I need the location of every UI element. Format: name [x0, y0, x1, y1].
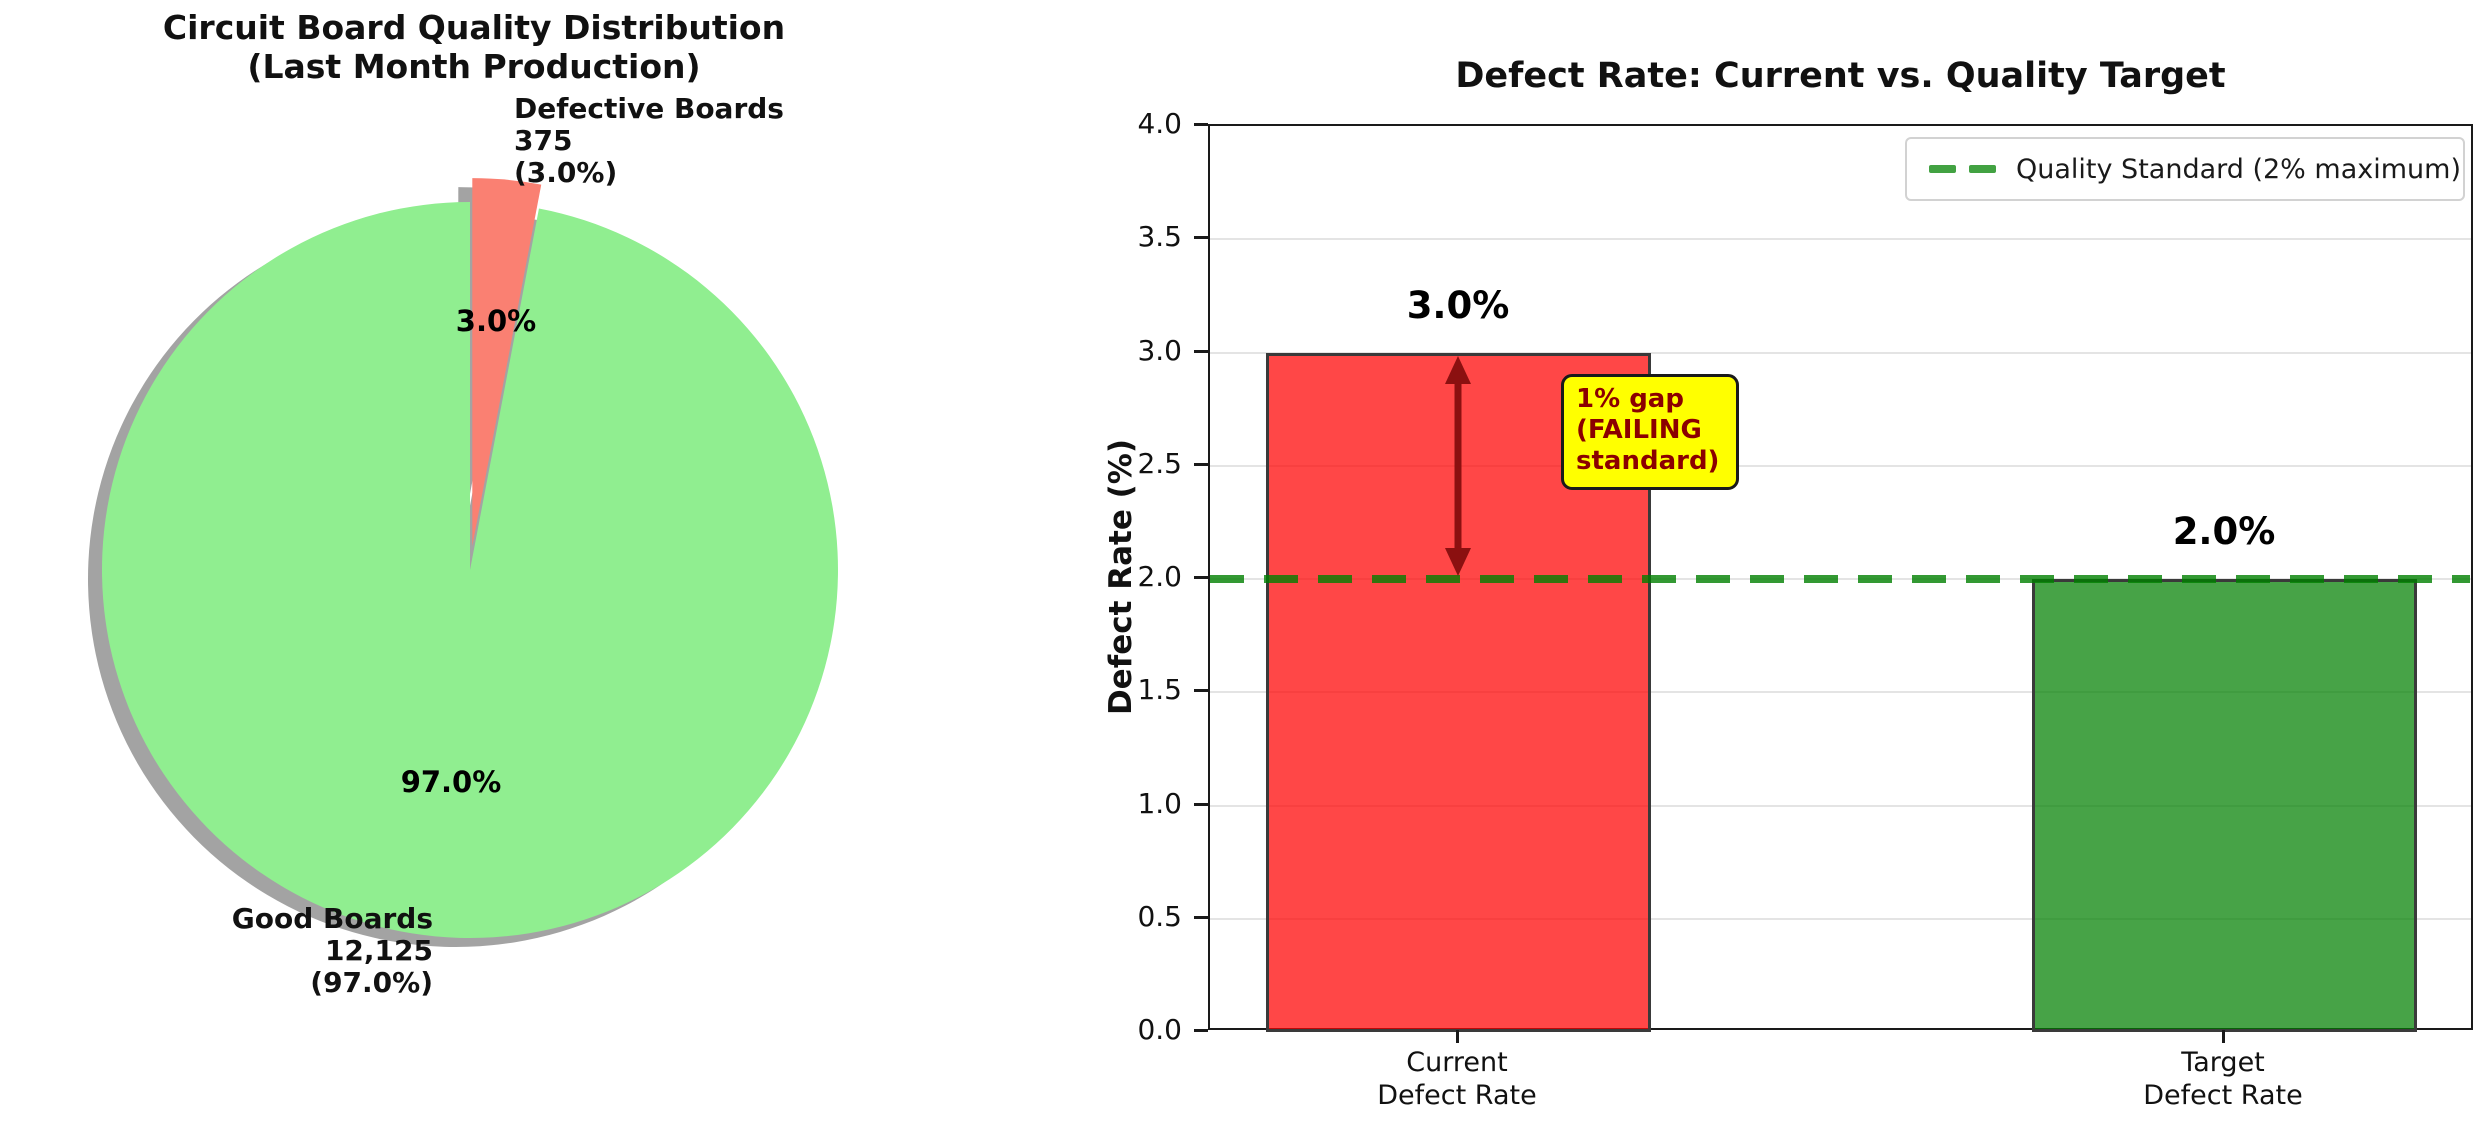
gap-arrow [1445, 356, 1471, 576]
dashed-line-icon [1969, 165, 1996, 173]
bar-chart-title: Defect Rate: Current vs. Quality Target [1455, 56, 2226, 96]
y-tick-1.5: 1.5 [1137, 673, 1182, 706]
current-bar-value-label: 3.0% [1406, 284, 1510, 327]
y-tickmark [1194, 576, 1208, 579]
y-tick-1.0: 1.0 [1137, 787, 1182, 820]
defective-label-name: Defective Boards [514, 92, 784, 125]
annotation-line3: standard) [1576, 446, 1720, 476]
annotation-line1: 1% gap [1576, 384, 1684, 414]
bar-plot-area: 1% gap (FAILING standard) Quality Standa… [1208, 124, 2473, 1032]
pie-chart-title: Circuit Board Quality Distribution (Last… [74, 8, 874, 86]
y-tickmark [1194, 236, 1208, 239]
x-tickmark-target [2222, 1030, 2225, 1043]
arrowhead-up [1445, 356, 1471, 384]
x-tick-target: Target Defect Rate [2063, 1046, 2383, 1112]
gridline-1.5 [1210, 691, 2471, 693]
gridline-3.0 [1210, 352, 2471, 354]
gap-annotation-box: 1% gap (FAILING standard) [1561, 374, 1739, 490]
y-tick-2.0: 2.0 [1137, 560, 1182, 593]
y-tick-2.5: 2.5 [1137, 447, 1182, 480]
x-tick-target-line2: Defect Rate [2143, 1080, 2303, 1111]
x-tick-current: Current Defect Rate [1297, 1046, 1617, 1112]
good-boards-wedge [101, 202, 838, 938]
y-tickmark [1194, 803, 1208, 806]
pie-title-line1: Circuit Board Quality Distribution [162, 8, 786, 47]
y-tickmark [1194, 916, 1208, 919]
good-label-pct: (97.0%) [310, 966, 433, 999]
gridline-2.5 [1210, 465, 2471, 467]
dash-gap [1956, 165, 1969, 173]
y-tick-3.0: 3.0 [1137, 334, 1182, 367]
y-tickmark [1194, 463, 1208, 466]
y-tickmark [1194, 1029, 1208, 1032]
defective-boards-label: Defective Boards 375 (3.0%) [514, 93, 784, 189]
x-tick-current-line2: Defect Rate [1377, 1080, 1537, 1111]
x-tick-current-line1: Current [1406, 1047, 1508, 1078]
defective-label-pct: (3.0%) [514, 156, 618, 189]
y-tick-4.0: 4.0 [1137, 107, 1182, 140]
pie-title-line2: (Last Month Production) [247, 47, 701, 86]
target-bar-value-label: 2.0% [2172, 510, 2276, 553]
legend: Quality Standard (2% maximum) [1905, 137, 2465, 201]
gridline-3.5 [1210, 238, 2471, 240]
legend-label: Quality Standard (2% maximum) [2016, 153, 2461, 185]
overlay-graphics [1210, 356, 2470, 583]
pie-pct-good: 97.0% [400, 765, 502, 799]
pie-pct-defective: 3.0% [455, 304, 537, 338]
pie-chart [87, 178, 838, 947]
y-tickmark [1194, 123, 1208, 126]
defective-boards-wedge [472, 178, 542, 547]
arrowhead-down [1445, 548, 1471, 576]
gridline-1.0 [1210, 805, 2471, 807]
y-tick-3.5: 3.5 [1137, 220, 1182, 253]
gridline-2.0 [1210, 578, 2471, 580]
target-defect-rate-bar [2032, 579, 2417, 1032]
y-tickmark [1194, 350, 1208, 353]
annotation-line2: (FAILING [1576, 415, 1702, 445]
y-tick-0.0: 0.0 [1137, 1013, 1182, 1046]
dashed-line-icon [1929, 165, 1956, 173]
good-label-name: Good Boards [231, 902, 433, 935]
gridline-0.5 [1210, 918, 2471, 920]
x-tickmark-current [1456, 1030, 1459, 1043]
defective-label-count: 375 [514, 124, 573, 157]
good-label-count: 12,125 [324, 934, 433, 967]
y-tickmark [1194, 689, 1208, 692]
y-tick-0.5: 0.5 [1137, 900, 1182, 933]
good-boards-label: Good Boards 12,125 (97.0%) [133, 903, 433, 999]
x-tick-target-line1: Target [2181, 1047, 2265, 1078]
